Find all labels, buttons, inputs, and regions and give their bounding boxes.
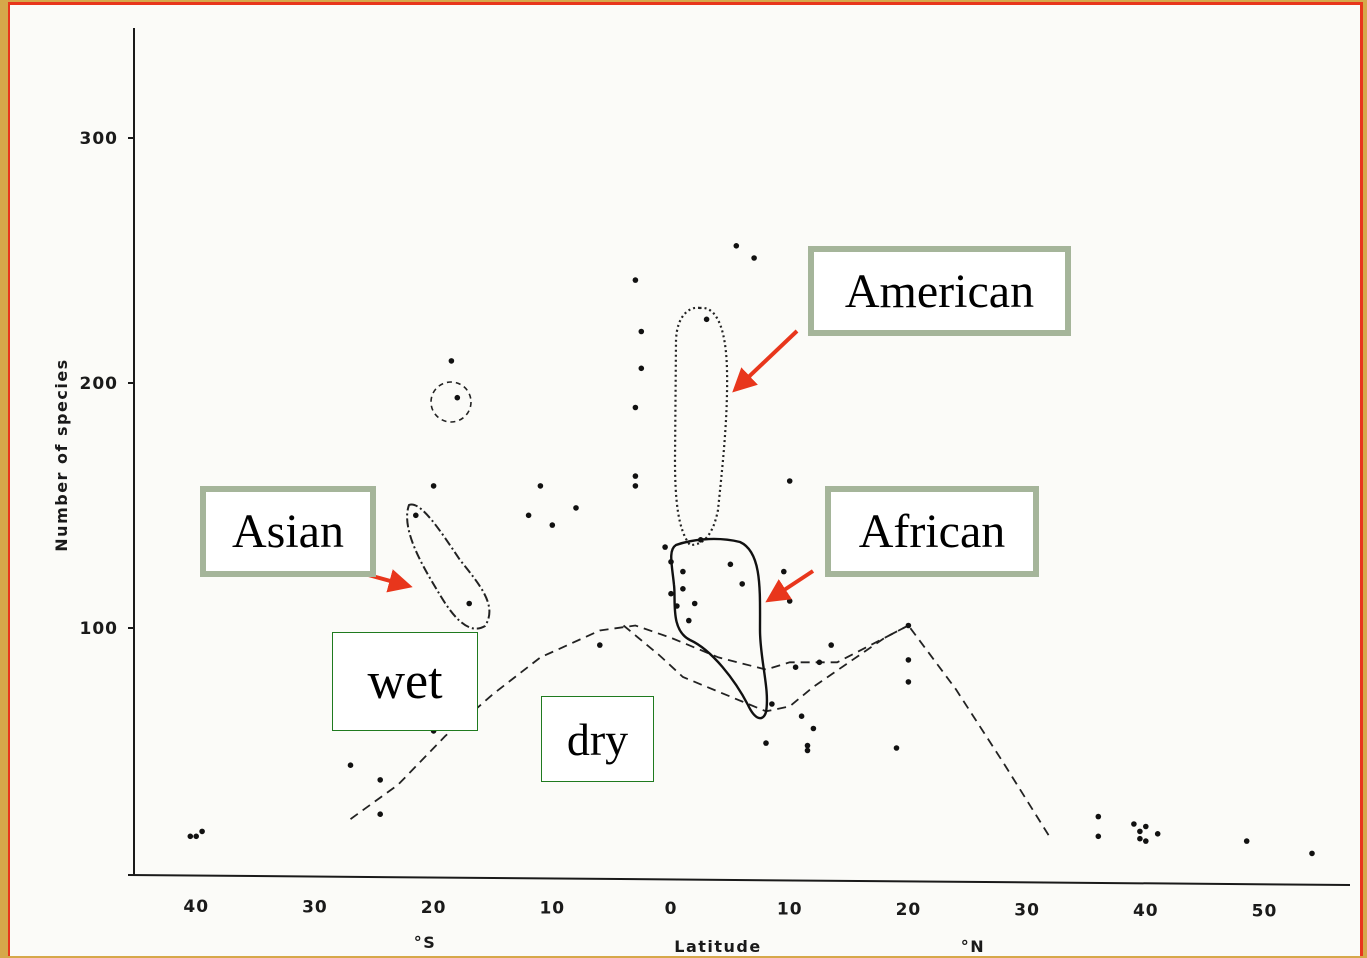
data-point — [377, 777, 384, 783]
x-north-label: °N — [961, 937, 985, 956]
data-point — [733, 243, 740, 249]
data-point — [632, 404, 639, 411]
data-point — [549, 522, 556, 528]
x-tick-label: 10 — [539, 899, 565, 919]
data-point — [377, 811, 384, 817]
data-point — [1095, 813, 1102, 820]
region-american — [673, 306, 729, 547]
data-point — [1143, 838, 1149, 844]
data-point — [786, 598, 793, 604]
x-axis-label: Latitude — [674, 937, 761, 956]
data-point — [1154, 831, 1161, 837]
annotation-american: American — [808, 246, 1071, 336]
data-point — [680, 568, 686, 575]
data-point — [739, 581, 745, 587]
x-tick-label: 0 — [665, 899, 678, 919]
data-point — [454, 394, 461, 401]
data-point — [727, 561, 734, 568]
y-tick-label: 100 — [80, 619, 119, 639]
x-axis-line — [127, 874, 1351, 886]
data-point — [769, 701, 775, 707]
data-point — [573, 505, 579, 511]
data-point — [413, 512, 419, 519]
data-point — [905, 679, 912, 685]
data-point — [597, 642, 603, 648]
y-tick-label: 200 — [80, 374, 119, 394]
data-point — [828, 642, 834, 648]
data-point — [347, 762, 354, 768]
data-point — [697, 537, 704, 543]
data-point — [804, 742, 811, 749]
arrow-african — [765, 569, 815, 603]
data-point — [786, 478, 793, 484]
data-point — [674, 603, 680, 609]
data-point — [430, 483, 437, 489]
data-point — [638, 365, 645, 372]
region-asian-outlier — [430, 381, 472, 423]
data-point — [1137, 835, 1143, 842]
region-asian — [406, 503, 491, 630]
x-tick-label: 40 — [1133, 901, 1159, 921]
data-point — [1131, 821, 1137, 827]
x-tick-label: 30 — [1014, 901, 1040, 921]
data-point — [525, 512, 532, 519]
data-point — [187, 833, 194, 840]
annotation-dry: dry — [541, 696, 654, 782]
x-tick-label: 20 — [896, 900, 922, 920]
x-south-label: °S — [414, 933, 437, 952]
data-points — [187, 243, 1315, 857]
data-point — [1095, 833, 1102, 840]
x-tick-label: 30 — [302, 898, 328, 918]
data-point — [193, 833, 199, 840]
chart-frame — [10, 2, 1363, 956]
annotation-wet: wet — [332, 632, 478, 731]
data-point — [466, 600, 473, 607]
data-point — [632, 483, 639, 489]
x-tick-label: 10 — [777, 900, 803, 920]
x-tick-label: 50 — [1252, 902, 1278, 922]
annotation-african: African — [825, 486, 1039, 577]
data-point — [751, 255, 757, 261]
data-point — [1309, 850, 1315, 857]
data-point — [638, 328, 645, 335]
data-point — [537, 483, 544, 489]
data-point — [703, 316, 710, 323]
region-african — [670, 537, 769, 720]
data-point — [1243, 838, 1250, 844]
data-point — [798, 713, 805, 719]
data-point — [680, 586, 686, 592]
data-point — [893, 745, 900, 751]
data-point — [763, 740, 769, 746]
axes — [127, 28, 1351, 886]
data-point — [199, 828, 205, 835]
data-point — [662, 544, 668, 550]
data-point — [686, 617, 692, 624]
data-point — [632, 473, 639, 479]
data-point — [448, 358, 455, 364]
y-tick-label: 300 — [80, 129, 119, 149]
data-point — [792, 664, 799, 670]
data-point — [810, 725, 817, 732]
data-point — [816, 659, 823, 666]
data-point — [1143, 823, 1149, 830]
data-point — [691, 600, 698, 607]
data-point — [668, 559, 674, 565]
data-point — [668, 590, 674, 597]
data-point — [905, 657, 912, 663]
annotation-asian: Asian — [200, 486, 376, 577]
data-point — [1137, 828, 1143, 835]
y-axis-label: Number of species — [52, 358, 71, 551]
data-point — [905, 622, 912, 629]
data-point — [804, 747, 811, 754]
regions — [406, 306, 769, 720]
data-point — [781, 568, 787, 575]
frame-border-left — [8, 2, 11, 956]
x-tick-label: 40 — [183, 897, 209, 917]
data-point — [632, 277, 639, 283]
arrow-american — [732, 329, 799, 393]
x-tick-label: 20 — [421, 898, 447, 918]
